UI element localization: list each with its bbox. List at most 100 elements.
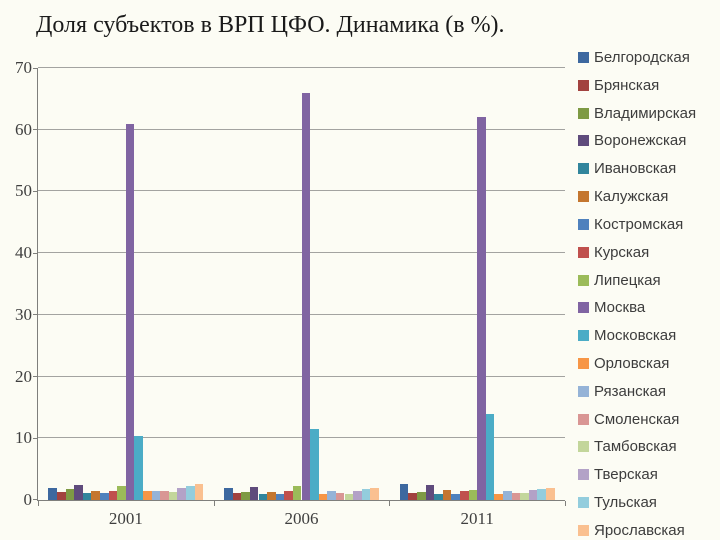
- legend-swatch-icon: [578, 218, 589, 230]
- bar-Ивановская-2011: [434, 494, 443, 500]
- bar-Москва-2006: [301, 92, 311, 500]
- legend-swatch-icon: [578, 302, 589, 314]
- bar-Орловская-2011: [494, 493, 503, 500]
- bar-Тамбовская-2011: [520, 492, 529, 500]
- bar-Московская-2001: [134, 435, 144, 500]
- bar-Московская-2011: [485, 413, 495, 500]
- bar-Костромская-2011: [451, 494, 460, 500]
- legend-label: Московская: [594, 327, 677, 345]
- bar-Костромская-2006: [275, 494, 285, 500]
- bar-Владимирская-2001: [65, 488, 75, 500]
- bar-Ярославская-2006: [370, 487, 379, 500]
- legend-swatch-icon: [578, 107, 589, 119]
- bar-Воронежская-2011: [425, 484, 435, 500]
- legend-item-Калужская: Калужская: [578, 189, 716, 204]
- legend-label: Тамбовская: [594, 438, 677, 456]
- y-axis-line: [37, 68, 38, 500]
- x-axis-label-2011: 2011: [460, 509, 494, 528]
- bar-Курская-2011: [459, 490, 469, 500]
- bar-Курская-2001: [108, 490, 118, 500]
- bar-Смоленская-2001: [160, 490, 169, 500]
- legend-label: Брянская: [594, 76, 660, 94]
- legend-swatch-icon: [578, 385, 589, 397]
- legend-item-Москва: Москва: [578, 300, 716, 315]
- bar-Костромская-2001: [100, 492, 109, 500]
- chart-legend: Белгородская Брянская Владимирская Воронежс…: [578, 50, 716, 538]
- y-tick-30: [33, 314, 38, 316]
- legend-item-Орловская: Орловская: [578, 356, 716, 371]
- bar-Рязанская-2006: [327, 490, 336, 500]
- legend-label: Москва: [594, 299, 646, 317]
- legend-label: Орловская: [594, 354, 670, 372]
- y-tick-40: [33, 252, 38, 254]
- bar-Рязанская-2011: [502, 491, 512, 500]
- plot-area: [33, 67, 566, 506]
- legend-swatch-icon: [578, 246, 589, 258]
- y-axis-label-10: 10: [15, 428, 32, 448]
- chart-title: Доля субъектов в ВРП ЦФО. Динамика (в %)…: [36, 12, 505, 38]
- legend-item-Курская: Курская: [578, 245, 716, 260]
- legend-item-Владимирская: Владимирская: [578, 106, 716, 121]
- legend-swatch-icon: [578, 52, 589, 63]
- legend-item-Тамбовская: Тамбовская: [578, 439, 716, 454]
- bar-Ивановская-2001: [82, 492, 92, 500]
- legend-label: Воронежская: [594, 132, 687, 150]
- legend-label: Курская: [594, 243, 650, 261]
- y-tick-0: [33, 499, 38, 500]
- legend-label: Тверская: [594, 466, 658, 484]
- legend-item-Белгородская: Белгородская: [578, 50, 716, 65]
- legend-item-Ивановская: Ивановская: [578, 161, 716, 176]
- bar-Владимирская-2011: [416, 491, 426, 500]
- bar-Брянская-2006: [232, 492, 242, 500]
- legend-swatch-icon: [578, 79, 589, 91]
- legend-swatch-icon: [578, 135, 589, 147]
- bar-Воронежская-2006: [249, 487, 259, 500]
- bar-Калужская-2006: [267, 491, 276, 500]
- bar-Тверская-2006: [353, 491, 362, 500]
- legend-label: Тульская: [594, 494, 657, 511]
- legend-label: Рязанская: [594, 382, 666, 400]
- x-axis-label-2001: 2001: [108, 509, 143, 528]
- legend-item-Тульская: Тульская: [578, 495, 716, 510]
- legend-item-Московская: Московская: [578, 328, 716, 343]
- y-tick-60: [33, 129, 38, 131]
- bar-Тульская-2006: [361, 488, 371, 500]
- bar-Тульская-2011: [537, 488, 546, 500]
- y-axis-label-40: 40: [15, 243, 32, 263]
- bar-Орловская-2006: [318, 494, 328, 500]
- legend-item-Липецкая: Липецкая: [578, 273, 716, 288]
- y-axis-label-0: 0: [23, 490, 33, 509]
- bar-Ярославская-2001: [194, 483, 204, 500]
- legend-item-Рязанская: Рязанская: [578, 384, 716, 399]
- bar-Калужская-2001: [91, 490, 101, 500]
- bar-Владимирская-2006: [241, 491, 250, 500]
- legend-swatch-icon: [578, 441, 589, 453]
- legend-swatch-icon: [578, 163, 589, 175]
- legend-item-Смоленская: Смоленская: [578, 412, 716, 427]
- legend-label: Ярославская: [594, 521, 685, 539]
- legend-item-Воронежская: Воронежская: [578, 133, 716, 148]
- y-tick-20: [33, 376, 38, 378]
- x-tick-1: [213, 501, 215, 506]
- bar-Рязанская-2001: [151, 490, 161, 500]
- bar-Белгородская-2001: [48, 487, 58, 500]
- legend-swatch-icon: [578, 191, 589, 203]
- bar-Тверская-2011: [528, 489, 538, 500]
- bar-Тульская-2001: [186, 486, 195, 500]
- y-axis-label-30: 30: [15, 304, 32, 324]
- legend-swatch-icon: [578, 469, 589, 481]
- bar-Липецкая-2011: [468, 489, 478, 500]
- bar-Белгородская-2011: [399, 483, 409, 500]
- legend-label: Владимирская: [594, 104, 697, 122]
- bar-Воронежская-2001: [74, 484, 83, 500]
- bar-Липецкая-2006: [292, 486, 302, 500]
- y-axis-label-60: 60: [15, 119, 32, 139]
- bar-Брянская-2011: [408, 493, 417, 500]
- legend-label: Смоленская: [594, 410, 680, 428]
- bar-Москва-2001: [125, 123, 135, 500]
- bar-Курская-2006: [284, 491, 293, 500]
- y-axis-label-20: 20: [15, 366, 32, 386]
- bar-Тверская-2001: [177, 488, 187, 500]
- bar-Орловская-2001: [143, 490, 152, 500]
